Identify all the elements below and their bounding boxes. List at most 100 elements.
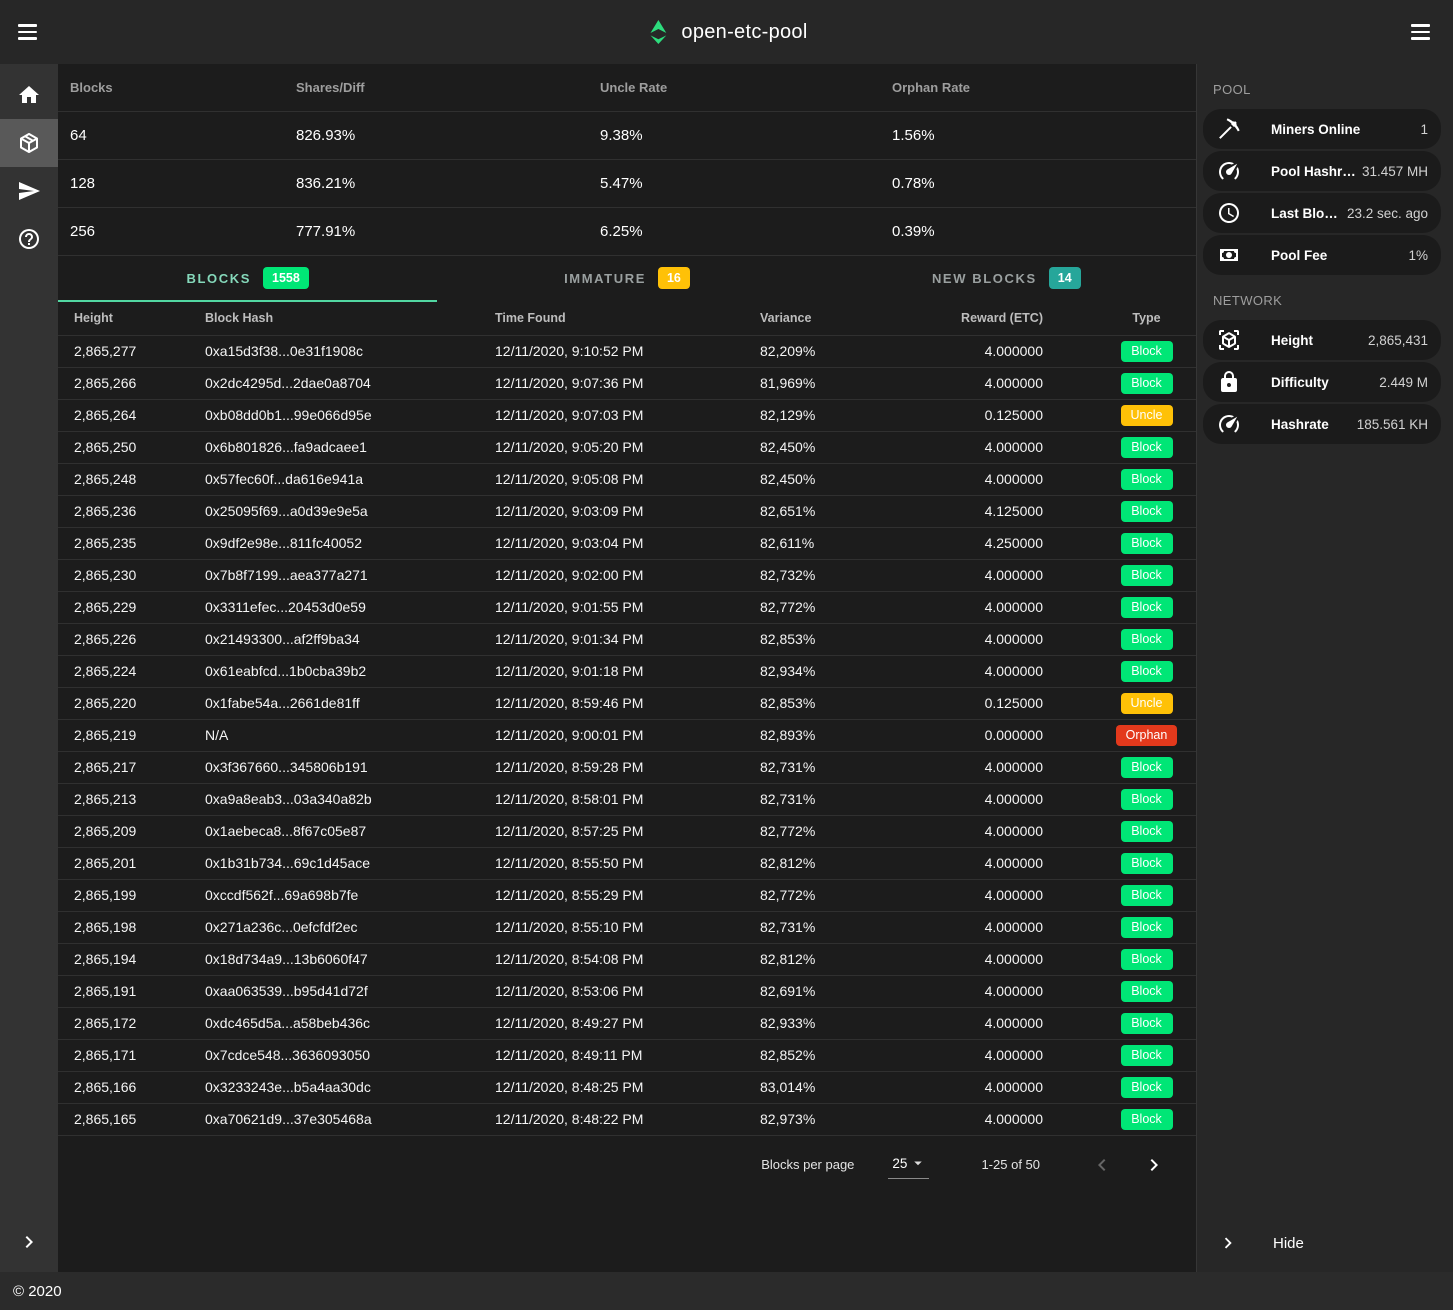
stat-pill-pool-hashrate: Pool Hashrate 31.457 MH bbox=[1203, 151, 1441, 191]
table-row[interactable]: 2,865,209 0x1aebeca8...8f67c05e87 12/11/… bbox=[58, 815, 1196, 847]
chevron-right-icon bbox=[17, 1230, 41, 1254]
stat-pill-hashrate: Hashrate 185.561 KH bbox=[1203, 404, 1441, 444]
rail-collapse-button[interactable] bbox=[0, 1230, 58, 1254]
table-row[interactable]: 2,865,194 0x18d734a9...13b6060f47 12/11/… bbox=[58, 943, 1196, 975]
type-badge: Block bbox=[1121, 1013, 1173, 1034]
sidebar-item-help[interactable] bbox=[0, 215, 58, 263]
type-badge: Block bbox=[1121, 437, 1173, 458]
sidebar-item-home[interactable] bbox=[0, 71, 58, 119]
col-variance: Variance bbox=[744, 302, 940, 335]
table-row[interactable]: 2,865,226 0x21493300...af2ff9ba34 12/11/… bbox=[58, 623, 1196, 655]
luck-stats-table: Blocks Shares/Diff Uncle Rate Orphan Rat… bbox=[58, 64, 1196, 256]
per-page-select[interactable]: 25 bbox=[888, 1150, 929, 1179]
table-row[interactable]: 2,865,264 0xb08dd0b1...99e066d95e 12/11/… bbox=[58, 399, 1196, 431]
type-badge: Block bbox=[1121, 341, 1173, 362]
sidebar-item-payments[interactable] bbox=[0, 167, 58, 215]
table-row[interactable]: 2,865,266 0x2dc4295d...2dae0a8704 12/11/… bbox=[58, 367, 1196, 399]
blocks-table-header: Height Block Hash Time Found Variance Re… bbox=[58, 302, 1196, 335]
prev-page-button[interactable] bbox=[1084, 1147, 1120, 1183]
table-row[interactable]: 2,865,277 0xa15d3f38...0e31f1908c 12/11/… bbox=[58, 335, 1196, 367]
type-badge: Block bbox=[1121, 981, 1173, 1002]
main-content: Blocks Shares/Diff Uncle Rate Orphan Rat… bbox=[58, 64, 1196, 1272]
chevron-down-icon bbox=[909, 1154, 927, 1172]
type-badge: Block bbox=[1121, 949, 1173, 970]
count-badge: 14 bbox=[1049, 267, 1081, 289]
table-row[interactable]: 2,865,213 0xa9a8eab3...03a340a82b 12/11/… bbox=[58, 783, 1196, 815]
table-row[interactable]: 2,865,250 0x6b801826...fa9adcaee1 12/11/… bbox=[58, 431, 1196, 463]
table-row[interactable]: 2,865,172 0xdc465d5a...a58beb436c 12/11/… bbox=[58, 1007, 1196, 1039]
etc-logo-icon bbox=[645, 17, 670, 47]
table-row[interactable]: 2,865,235 0x9df2e98e...811fc40052 12/11/… bbox=[58, 527, 1196, 559]
type-badge: Uncle bbox=[1121, 693, 1173, 714]
col-block-hash: Block Hash bbox=[189, 302, 479, 335]
chevron-right-icon bbox=[1142, 1153, 1166, 1177]
type-badge: Block bbox=[1121, 1109, 1173, 1130]
table-row[interactable]: 2,865,230 0x7b8f7199...aea377a271 12/11/… bbox=[58, 559, 1196, 591]
type-badge: Block bbox=[1121, 565, 1173, 586]
menu-icon[interactable] bbox=[18, 20, 42, 44]
table-row[interactable]: 2,865,166 0x3233243e...b5a4aa30dc 12/11/… bbox=[58, 1071, 1196, 1103]
tab-immature[interactable]: IMMATURE 16 bbox=[437, 256, 816, 302]
luck-stats-row: 128 836.21% 5.47% 0.78% bbox=[58, 160, 1196, 208]
next-page-button[interactable] bbox=[1136, 1147, 1172, 1183]
stats-sidebar: POOL Miners Online 1 Pool Hashrate 31.45… bbox=[1196, 64, 1453, 1272]
type-badge: Block bbox=[1121, 917, 1173, 938]
top-app-bar: open-etc-pool bbox=[0, 0, 1453, 64]
tab-blocks[interactable]: BLOCKS 1558 bbox=[58, 256, 437, 302]
type-badge: Block bbox=[1121, 501, 1173, 522]
type-badge: Block bbox=[1121, 1045, 1173, 1066]
type-badge: Uncle bbox=[1121, 405, 1173, 426]
type-badge: Block bbox=[1121, 469, 1173, 490]
table-row[interactable]: 2,865,171 0x7cdce548...3636093050 12/11/… bbox=[58, 1039, 1196, 1071]
stat-pill-height: Height 2,865,431 bbox=[1203, 320, 1441, 360]
table-row[interactable]: 2,865,248 0x57fec60f...da616e941a 12/11/… bbox=[58, 463, 1196, 495]
count-badge: 1558 bbox=[263, 267, 309, 289]
sidebar-item-blocks[interactable] bbox=[0, 119, 58, 167]
blocks-tabs: BLOCKS 1558 IMMATURE 16 NEW BLOCKS 14 bbox=[58, 256, 1196, 302]
type-badge: Block bbox=[1121, 373, 1173, 394]
type-badge: Block bbox=[1121, 533, 1173, 554]
page-range: 1-25 of 50 bbox=[981, 1157, 1040, 1172]
network-section-title: NETWORK bbox=[1197, 277, 1453, 318]
col-height: Height bbox=[58, 302, 189, 335]
table-row[interactable]: 2,865,229 0x3311efec...20453d0e59 12/11/… bbox=[58, 591, 1196, 623]
type-badge: Block bbox=[1121, 629, 1173, 650]
page-title: open-etc-pool bbox=[681, 21, 807, 44]
tab-new-blocks[interactable]: NEW BLOCKS 14 bbox=[817, 256, 1196, 302]
table-row[interactable]: 2,865,201 0x1b31b734...69c1d45ace 12/11/… bbox=[58, 847, 1196, 879]
col-reward: Reward (ETC) bbox=[940, 302, 1057, 335]
type-badge: Block bbox=[1121, 885, 1173, 906]
menu-icon-right[interactable] bbox=[1411, 20, 1435, 44]
table-row[interactable]: 2,865,224 0x61eabfcd...1b0cba39b2 12/11/… bbox=[58, 655, 1196, 687]
footer: © 2020 bbox=[0, 1272, 1453, 1310]
type-badge: Orphan bbox=[1116, 725, 1178, 746]
chevron-right-icon bbox=[1217, 1232, 1239, 1254]
col-orphan-rate: Orphan Rate bbox=[880, 80, 1196, 95]
table-row[interactable]: 2,865,219 N/A 12/11/2020, 9:00:01 PM 82,… bbox=[58, 719, 1196, 751]
type-badge: Block bbox=[1121, 853, 1173, 874]
table-row[interactable]: 2,865,217 0x3f367660...345806b191 12/11/… bbox=[58, 751, 1196, 783]
col-blocks: Blocks bbox=[58, 80, 284, 95]
table-row[interactable]: 2,865,198 0x271a236c...0efcfdf2ec 12/11/… bbox=[58, 911, 1196, 943]
table-row[interactable]: 2,865,236 0x25095f69...a0d39e9e5a 12/11/… bbox=[58, 495, 1196, 527]
table-row[interactable]: 2,865,165 0xa70621d9...37e305468a 12/11/… bbox=[58, 1103, 1196, 1135]
per-page-label: Blocks per page bbox=[761, 1157, 854, 1172]
type-badge: Block bbox=[1121, 789, 1173, 810]
stat-pill-pool-fee: Pool Fee 1% bbox=[1203, 235, 1441, 275]
col-shares-diff: Shares/Diff bbox=[284, 80, 588, 95]
table-row[interactable]: 2,865,191 0xaa063539...b95d41d72f 12/11/… bbox=[58, 975, 1196, 1007]
stat-pill-miners-online: Miners Online 1 bbox=[1203, 109, 1441, 149]
blocks-table: Height Block Hash Time Found Variance Re… bbox=[58, 302, 1196, 1136]
count-badge: 16 bbox=[658, 267, 690, 289]
table-row[interactable]: 2,865,220 0x1fabe54a...2661de81ff 12/11/… bbox=[58, 687, 1196, 719]
copyright-text: © 2020 bbox=[13, 1283, 62, 1300]
col-uncle-rate: Uncle Rate bbox=[588, 80, 880, 95]
nav-rail bbox=[0, 64, 58, 1272]
hide-sidebar-button[interactable]: Hide bbox=[1197, 1214, 1453, 1272]
col-time-found: Time Found bbox=[479, 302, 744, 335]
stat-pill-last-block-found: Last Block Found 23.2 sec. ago bbox=[1203, 193, 1441, 233]
luck-stats-header: Blocks Shares/Diff Uncle Rate Orphan Rat… bbox=[58, 64, 1196, 112]
table-row[interactable]: 2,865,199 0xccdf562f...69a698b7fe 12/11/… bbox=[58, 879, 1196, 911]
type-badge: Block bbox=[1121, 661, 1173, 682]
pagination: Blocks per page 25 1-25 of 50 bbox=[58, 1136, 1196, 1194]
